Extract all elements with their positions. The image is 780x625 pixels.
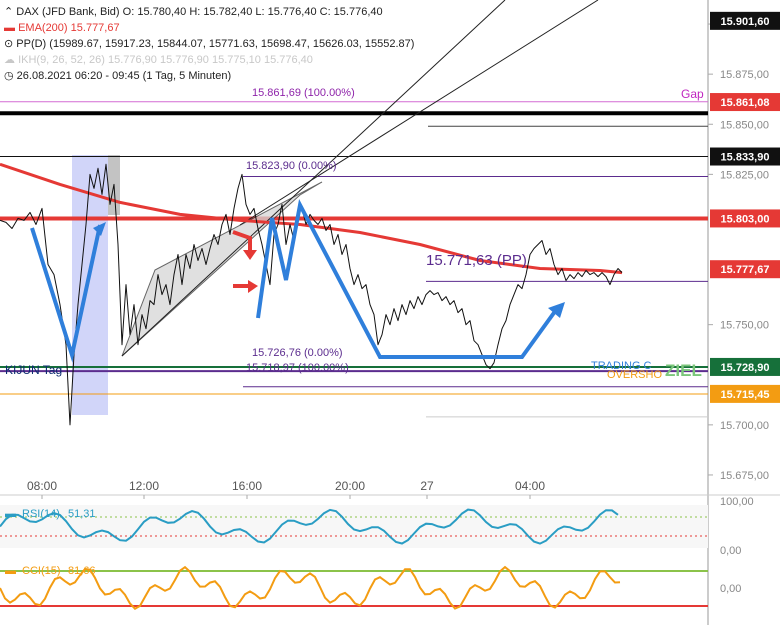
ema-value: 15.777,67 — [70, 22, 120, 34]
legend-ikh-row[interactable]: ☁ IKH(9, 26, 52, 26) 15.776,90 15.776,90… — [4, 52, 414, 68]
price-badge-label: 15.901,60 — [721, 16, 770, 28]
rsi-legend-icon: ▬ — [5, 508, 16, 520]
x-tick-label: 12:00 — [129, 479, 159, 493]
ohlc-open: O: 15.780,40 — [122, 6, 187, 18]
price-badge — [710, 357, 780, 376]
fib-level-label: 15.823,90 (0.00%) — [246, 160, 337, 172]
price-badge-label: 15.715,45 — [721, 389, 770, 401]
ikh-value-2: 15.776,90 — [159, 54, 209, 66]
kijun-label: KIJUN Tag — [5, 363, 62, 377]
price-badge-label: 15.803,00 — [721, 213, 770, 225]
price-badge-label: 15.861,08 — [721, 97, 770, 109]
gap-label: Gap — [681, 87, 704, 101]
y-tick-label: 15.850,00 — [720, 119, 769, 131]
legend-title-row: ⌃ DAX (JFD Bank, Bid) O: 15.780,40 H: 15… — [4, 4, 414, 20]
x-tick-label: 16:00 — [232, 479, 262, 493]
overshoot-label: OVERSHO — [607, 369, 662, 381]
price-badge — [710, 93, 780, 112]
price-badge — [710, 260, 780, 279]
instrument-title: DAX (JFD Bank, Bid) — [16, 6, 120, 18]
legend-range-row: ◷ 26.08.2021 06:20 - 09:45 (1 Tag, 5 Min… — [4, 68, 414, 84]
trend-line — [239, 0, 599, 226]
x-tick-label: 08:00 — [27, 479, 57, 493]
fib-level-label: 15.726,76 (0.00%) — [252, 347, 343, 359]
y-tick-label: 15.825,00 — [720, 169, 769, 181]
fib-level-label: 15.861,69 (100.00%) — [252, 87, 355, 99]
ema-line-icon: ▬ — [4, 22, 15, 34]
x-tick-label: 20:00 — [335, 479, 365, 493]
rsi-label: RSI(14) — [22, 508, 60, 520]
ohlc-high: H: 15.782,40 — [189, 6, 253, 18]
price-badge-label: 15.777,67 — [721, 264, 770, 276]
x-tick-label: 04:00 — [515, 479, 545, 493]
legend-pp-row[interactable]: ⊙ PP(D) (15989.67, 15917.23, 15844.07, 1… — [4, 36, 414, 52]
price-badge — [710, 384, 780, 403]
ema-label: EMA(200) — [18, 22, 68, 34]
analysis-arrow — [30, 224, 102, 363]
y-tick-label: 15.675,00 — [720, 470, 769, 482]
ikh-label: IKH(9, 26, 52, 26) — [18, 54, 105, 66]
cci-value: 81,66 — [68, 565, 96, 577]
ziel-label: ZIEL — [665, 361, 702, 380]
wedge-pattern — [121, 181, 323, 357]
ikh-value-1: 15.776,90 — [107, 54, 157, 66]
collapse-chevron-icon[interactable]: ⌃ — [4, 6, 14, 18]
ikh-value-4: 15.776,40 — [263, 54, 313, 66]
ohlc-low: L: 15.776,40 — [255, 6, 317, 18]
legend: ⌃ DAX (JFD Bank, Bid) O: 15.780,40 H: 15… — [4, 4, 414, 84]
y-tick-label: 15.875,00 — [720, 69, 769, 81]
price-badge-label: 15.728,90 — [721, 362, 770, 374]
rsi-panel — [0, 505, 708, 548]
price-series-line — [0, 163, 623, 426]
analysis-arrow — [256, 198, 558, 359]
legend-ema-row[interactable]: ▬ EMA(200) 15.777,67 — [4, 20, 414, 36]
fib-level-label: 15.718,97 (100.00%) — [246, 362, 349, 374]
ikh-value-3: 15.775,10 — [211, 54, 261, 66]
arrow-head — [243, 250, 257, 260]
cci-line — [0, 565, 621, 610]
rsi-tick-label: 0,00 — [720, 545, 741, 557]
red-arrow — [232, 230, 252, 252]
price-badge — [710, 147, 780, 166]
y-tick-label: 15.700,00 — [720, 420, 769, 432]
ohlc-close: C: 15.776,40 — [319, 6, 383, 18]
date-range: 26.08.2021 06:20 - 09:45 (1 Tag, 5 Minut… — [16, 70, 232, 82]
cci-label: CCI(15) — [22, 565, 61, 577]
pp-values: (15989.67, 15917.23, 15844.07, 15771.63,… — [49, 38, 415, 50]
trend-line — [121, 0, 506, 357]
ikh-cloud-icon: ☁ — [4, 54, 15, 66]
price-badge-label: 15.833,90 — [721, 152, 770, 164]
arrow-head — [548, 302, 565, 318]
price-badge — [710, 11, 780, 30]
pp-dot-icon: ⊙ — [4, 38, 14, 50]
pp-label: PP(D) — [16, 38, 47, 50]
cci-legend-icon: ▬ — [5, 565, 16, 577]
rsi-tick-label: 100,00 — [720, 496, 754, 508]
rsi-line — [0, 508, 619, 545]
arrow-head — [93, 222, 106, 236]
trading-label: TRADING C — [591, 360, 652, 372]
rsi-value: 51,31 — [68, 508, 96, 520]
x-tick-label: 27 — [420, 479, 434, 493]
pp-label: 15.771,63 (PP) — [426, 252, 527, 269]
clock-icon: ◷ — [4, 70, 14, 82]
y-tick-label: 15.750,00 — [720, 320, 769, 332]
price-badge — [710, 209, 780, 228]
arrow-head — [248, 280, 258, 293]
cci-tick-label: 0,00 — [720, 583, 741, 595]
